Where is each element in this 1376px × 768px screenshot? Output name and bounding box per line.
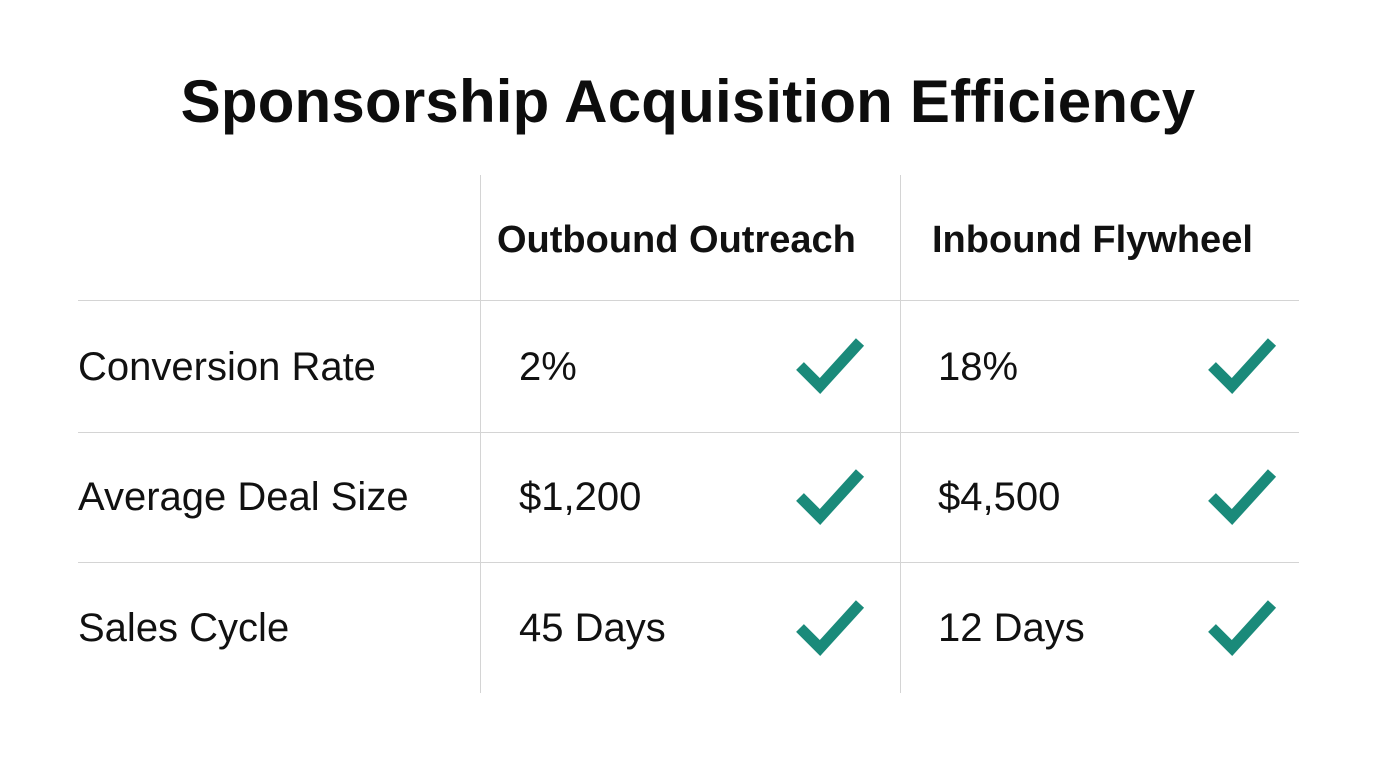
row-divider: [78, 432, 1299, 433]
row-divider: [78, 300, 1299, 301]
check-icon: [1206, 336, 1278, 396]
row-label-average-deal-size: Average Deal Size: [78, 475, 409, 519]
check-icon: [794, 467, 866, 527]
check-icon: [794, 598, 866, 658]
column-divider: [480, 175, 481, 693]
cell-inbound-sales-cycle: 12 Days: [938, 606, 1085, 650]
column-header-inbound: Inbound Flywheel: [932, 219, 1253, 261]
column-header-outbound: Outbound Outreach: [497, 219, 856, 261]
check-icon: [1206, 467, 1278, 527]
check-icon: [794, 336, 866, 396]
cell-outbound-conversion-rate: 2%: [519, 345, 577, 389]
cell-inbound-conversion-rate: 18%: [938, 345, 1019, 389]
page-title: Sponsorship Acquisition Efficiency: [180, 68, 1196, 135]
cell-outbound-average-deal-size: $1,200: [519, 475, 642, 519]
row-label-conversion-rate: Conversion Rate: [78, 345, 376, 389]
cell-inbound-average-deal-size: $4,500: [938, 475, 1061, 519]
column-divider: [900, 175, 901, 693]
row-label-sales-cycle: Sales Cycle: [78, 606, 290, 650]
cell-outbound-sales-cycle: 45 Days: [519, 606, 666, 650]
row-divider: [78, 562, 1299, 563]
check-icon: [1206, 598, 1278, 658]
